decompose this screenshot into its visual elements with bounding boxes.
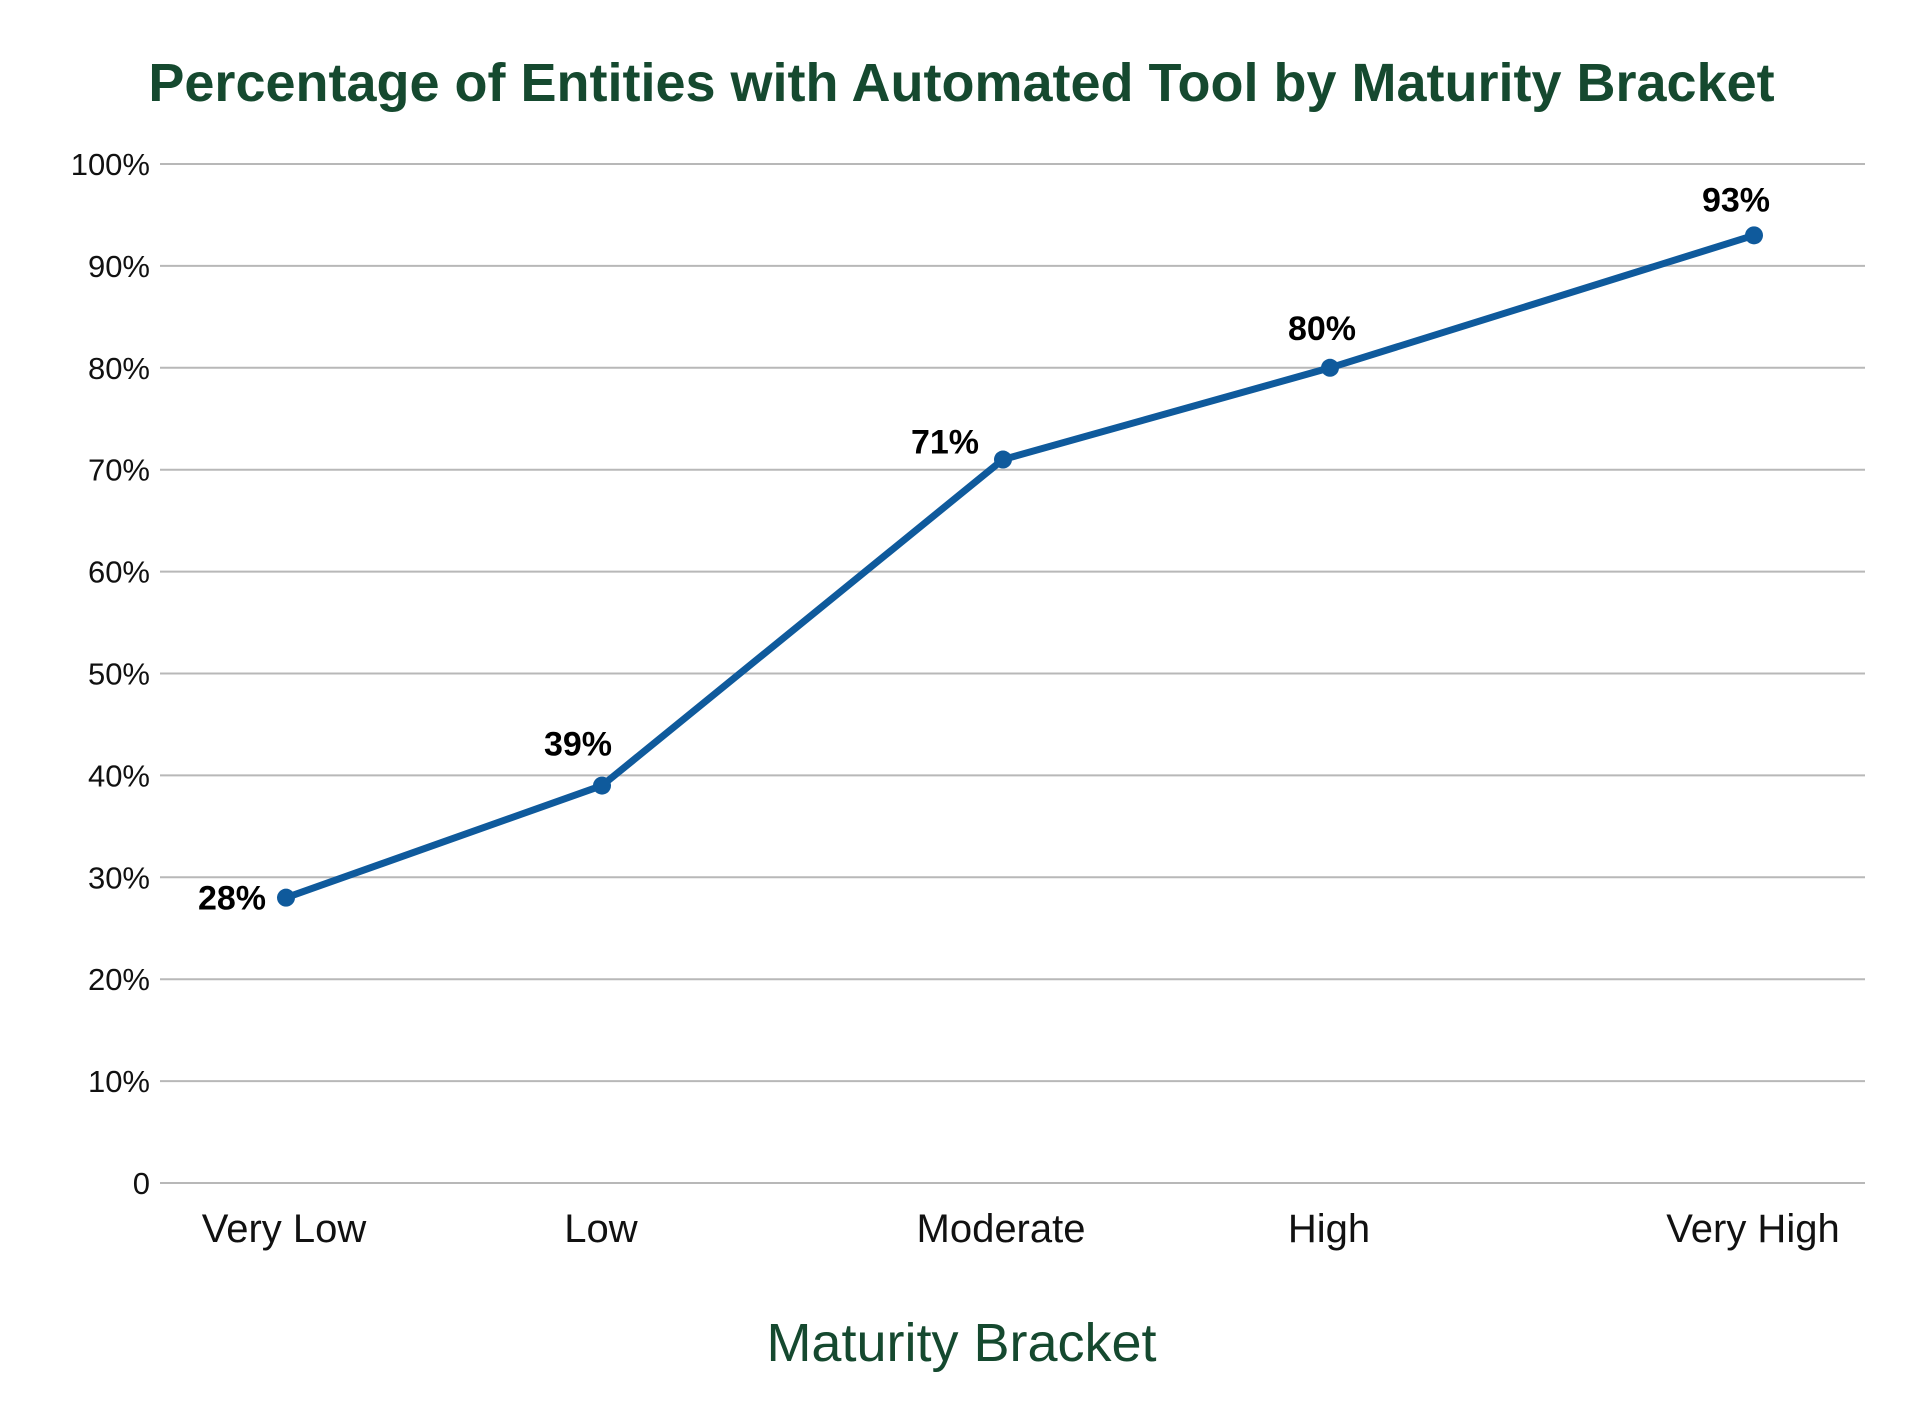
x-tick-label: Moderate (917, 1207, 1086, 1251)
data-point (994, 450, 1012, 469)
data-label: 80% (1288, 310, 1356, 348)
y-tick-label: 90% (88, 249, 150, 284)
x-axis-ticks: Very Low Low Moderate High Very High (202, 1207, 1840, 1251)
data-points (277, 226, 1763, 907)
data-point (277, 888, 295, 907)
gridlines (160, 163, 1865, 1184)
y-tick-label: 50% (88, 657, 150, 692)
data-labels: 28% 39% 71% 80% 93% (198, 181, 1770, 917)
data-label: 71% (911, 424, 979, 462)
chart-title: Percentage of Entities with Automated To… (148, 53, 1775, 113)
data-point (1745, 226, 1763, 245)
data-point (1321, 358, 1339, 377)
x-tick-label: Low (564, 1207, 637, 1251)
y-tick-label: 60% (88, 555, 150, 590)
x-tick-label: High (1288, 1207, 1370, 1251)
y-tick-label: 80% (88, 351, 150, 386)
data-label: 93% (1702, 181, 1770, 219)
series-line (282, 231, 1758, 902)
data-point (593, 776, 611, 795)
y-tick-label: 100% (71, 147, 150, 182)
y-tick-label: 10% (88, 1064, 150, 1099)
series-line-group (282, 231, 1758, 902)
x-axis-title: Maturity Bracket (766, 1313, 1157, 1373)
y-tick-label: 40% (88, 758, 150, 793)
data-label: 28% (198, 880, 266, 918)
y-tick-label: 70% (88, 453, 150, 488)
x-tick-label: Very High (1666, 1207, 1839, 1251)
y-tick-label: 0 (133, 1166, 150, 1201)
y-axis-ticks: 0 10% 20% 30% 40% 50% 60% 70% 80% 90% 100% (71, 147, 150, 1201)
data-label: 39% (544, 726, 612, 764)
y-tick-label: 20% (88, 962, 150, 997)
x-tick-label: Very Low (202, 1207, 367, 1251)
y-tick-label: 30% (88, 860, 150, 895)
